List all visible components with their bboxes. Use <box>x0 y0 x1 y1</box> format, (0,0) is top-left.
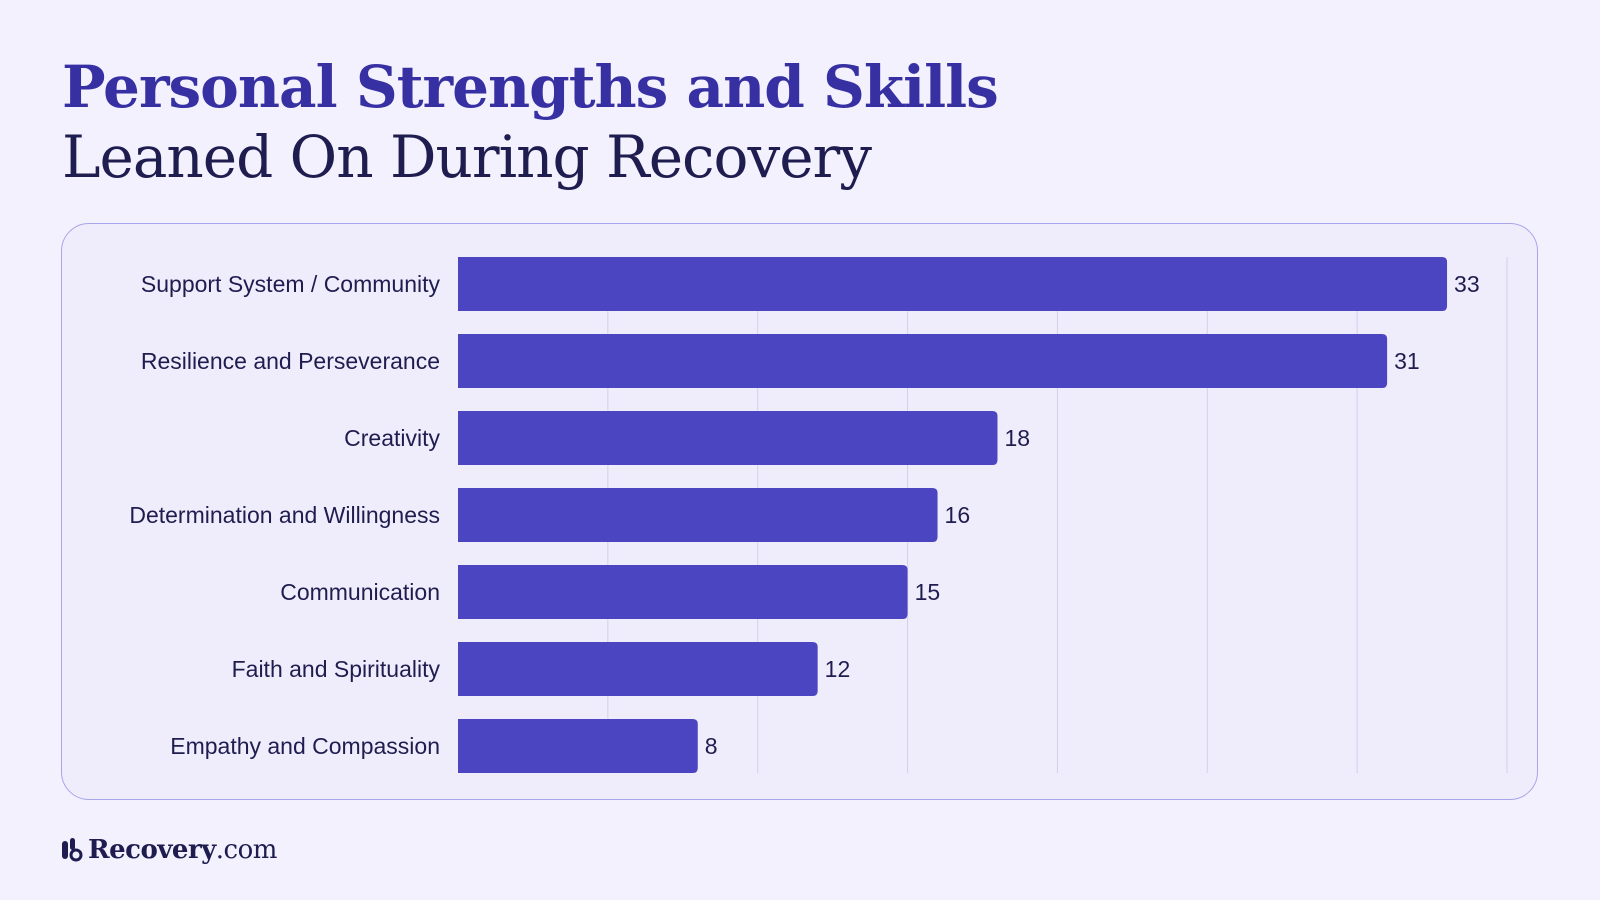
title-line-1: Personal Strengths and Skills <box>62 53 999 121</box>
value-label: 8 <box>705 733 718 759</box>
value-label: 12 <box>825 656 851 682</box>
category-label: Communication <box>280 579 440 605</box>
logo-name: Recovery <box>88 835 216 865</box>
category-label: Resilience and Perseverance <box>141 348 440 374</box>
value-label: 33 <box>1454 271 1480 297</box>
recovery-logo: Recovery.com <box>61 830 277 870</box>
logo-text: Recovery.com <box>88 835 277 865</box>
chart-title: Personal Strengths and Skills Leaned On … <box>62 52 1262 192</box>
bar <box>458 257 1448 311</box>
bar-chart: Support System / Community Resilience and… <box>129 257 1508 773</box>
category-label: Empathy and Compassion <box>170 733 440 759</box>
bar <box>458 719 698 773</box>
title-line-2: Leaned On During Recovery <box>62 123 872 191</box>
bar <box>458 488 938 542</box>
category-label: Faith and Spirituality <box>232 656 441 682</box>
bar <box>458 411 998 465</box>
logo-suffix: .com <box>215 835 278 865</box>
chart-card: Support System / Community Resilience and… <box>61 223 1538 800</box>
bars <box>458 257 1448 773</box>
bar <box>458 565 908 619</box>
value-labels: 33 31 18 16 15 12 8 <box>705 271 1480 759</box>
bar <box>458 334 1388 388</box>
category-labels: Support System / Community Resilience and… <box>129 271 440 759</box>
category-label: Determination and Willingness <box>129 502 440 528</box>
value-label: 15 <box>915 579 941 605</box>
category-label: Creativity <box>344 425 440 451</box>
bar <box>458 642 818 696</box>
category-label: Support System / Community <box>141 271 441 297</box>
value-label: 18 <box>1004 425 1030 451</box>
value-label: 31 <box>1394 348 1420 374</box>
value-label: 16 <box>945 502 971 528</box>
recovery-logo-icon <box>62 838 83 862</box>
